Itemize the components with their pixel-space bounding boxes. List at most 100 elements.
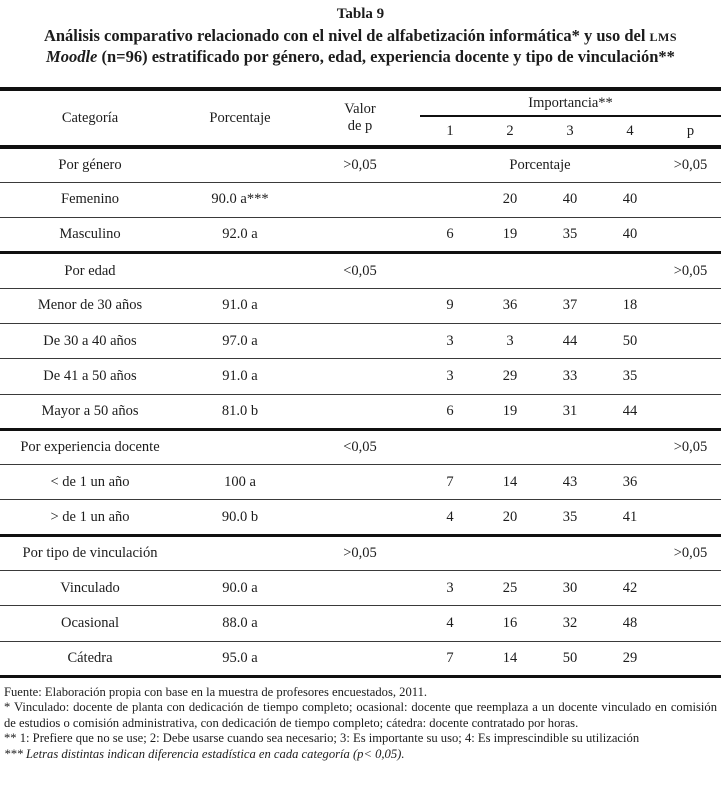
importancia-value-cell: 20: [480, 499, 540, 537]
importancia-value-cell: 3: [420, 358, 480, 395]
importancia-value-cell: 40: [540, 182, 600, 219]
valor-p-cell: [300, 358, 420, 395]
category-cell: Mayor a 50 años: [0, 394, 180, 431]
comparison-table: Categoría Porcentaje Valor de p Importan…: [0, 87, 721, 678]
header-importancia-2: 2: [480, 116, 540, 149]
header-importancia-p: p: [660, 116, 721, 149]
valor-p-cell: [300, 323, 420, 360]
section-row: Por edad <0,05 >0,05: [0, 252, 721, 289]
data-row: Menor de 30 años 91.0 a 9 36 37 18: [0, 288, 721, 324]
importancia-value-cell: 44: [540, 323, 600, 360]
importancia-value-cell: 40: [600, 217, 660, 255]
importancia-value-cell: [420, 535, 480, 572]
valor-p-cell: >0,05: [300, 147, 420, 183]
header-importancia-group: Importancia**: [420, 89, 721, 117]
header-importancia-3: 3: [540, 116, 600, 149]
porcentaje-cell: 90.0 a: [180, 570, 300, 607]
importancia-value-cell: [600, 252, 660, 289]
p-value-cell: [660, 464, 721, 501]
p-value-cell: >0,05: [660, 535, 721, 572]
table-title-line-2: Moodle (n=96) estratificado por género, …: [0, 47, 721, 66]
importancia-value-cell: 37: [540, 288, 600, 324]
title-block: Tabla 9 Análisis comparativo relacionado…: [0, 5, 721, 66]
importancia-value-cell: 35: [540, 217, 600, 255]
category-cell: Ocasional: [0, 605, 180, 642]
p-value-cell: >0,05: [660, 252, 721, 289]
moodle-italic: Moodle: [46, 47, 98, 66]
header-importancia-1: 1: [420, 116, 480, 149]
porcentaje-cell: [180, 147, 300, 183]
data-row: Cátedra 95.0 a 7 14 50 29: [0, 641, 721, 678]
p-value-cell: [660, 182, 721, 219]
data-row: > de 1 un año 90.0 b 4 20 35 41: [0, 499, 721, 537]
category-cell: Vinculado: [0, 570, 180, 607]
header-valor-p: Valor de p: [300, 89, 420, 149]
importancia-value-cell: [540, 535, 600, 572]
header-categoria: Categoría: [0, 89, 180, 149]
importancia-value-cell: 3: [420, 570, 480, 607]
importancia-value-cell: 19: [480, 217, 540, 255]
data-row: Vinculado 90.0 a 3 25 30 42: [0, 570, 721, 607]
category-cell: De 41 a 50 años: [0, 358, 180, 395]
importancia-value-cell: 20: [480, 182, 540, 219]
section-row: Por experiencia docente <0,05 >0,05: [0, 429, 721, 466]
table-header: Categoría Porcentaje Valor de p Importan…: [0, 89, 721, 149]
category-cell: Por género: [0, 147, 180, 183]
importancia-value-cell: 4: [420, 605, 480, 642]
importancia-value-cell: 35: [600, 358, 660, 395]
data-row: Mayor a 50 años 81.0 b 6 19 31 44: [0, 394, 721, 431]
importancia-span-cell: Porcentaje: [420, 147, 660, 183]
importancia-value-cell: 36: [600, 464, 660, 501]
valor-p-cell: <0,05: [300, 252, 420, 289]
source-note: Fuente: Elaboración propia con base en l…: [4, 684, 428, 699]
p-value-cell: [660, 358, 721, 395]
category-cell: Por edad: [0, 252, 180, 289]
category-cell: < de 1 un año: [0, 464, 180, 501]
importancia-value-cell: [540, 252, 600, 289]
importancia-value-cell: 40: [600, 182, 660, 219]
p-value-cell: [660, 394, 721, 431]
category-cell: Masculino: [0, 217, 180, 255]
footnote-importancia-scale: ** 1: Prefiere que no se use; 2: Debe us…: [4, 731, 640, 746]
porcentaje-cell: 88.0 a: [180, 605, 300, 642]
section-row: Por género >0,05 Porcentaje >0,05: [0, 147, 721, 183]
footnote-vinculado: * Vinculado: docente de planta con dedic…: [4, 700, 717, 730]
importancia-value-cell: [600, 535, 660, 572]
title-line-1-text: Análisis comparativo relacionado con el …: [43, 26, 650, 45]
porcentaje-cell: 81.0 b: [180, 394, 300, 431]
lms-acronym: LMS: [649, 30, 678, 44]
table-title-line-1: Análisis comparativo relacionado con el …: [0, 26, 721, 47]
importancia-value-cell: [480, 429, 540, 466]
valor-p-cell: [300, 217, 420, 255]
valor-p-cell: >0,05: [300, 535, 420, 572]
importancia-value-cell: 14: [480, 641, 540, 678]
valor-p-cell: [300, 182, 420, 219]
footer-notes: Fuente: Elaboración propia con base en l…: [0, 678, 721, 763]
category-cell: > de 1 un año: [0, 499, 180, 537]
valor-p-cell: [300, 499, 420, 537]
category-cell: Por experiencia docente: [0, 429, 180, 466]
porcentaje-cell: 90.0 a***: [180, 182, 300, 219]
header-row-top: Categoría Porcentaje Valor de p Importan…: [0, 89, 721, 149]
p-value-cell: >0,05: [660, 429, 721, 466]
importancia-value-cell: 18: [600, 288, 660, 324]
importancia-value-cell: 48: [600, 605, 660, 642]
porcentaje-cell: 91.0 a: [180, 288, 300, 324]
importancia-value-cell: 6: [420, 217, 480, 255]
importancia-value-cell: 4: [420, 499, 480, 537]
porcentaje-cell: 95.0 a: [180, 641, 300, 678]
importancia-value-cell: [420, 429, 480, 466]
importancia-value-cell: 41: [600, 499, 660, 537]
p-value-cell: [660, 323, 721, 360]
porcentaje-cell: 97.0 a: [180, 323, 300, 360]
porcentaje-cell: [180, 535, 300, 572]
importancia-value-cell: 32: [540, 605, 600, 642]
importancia-value-cell: [480, 535, 540, 572]
importancia-value-cell: 6: [420, 394, 480, 431]
importancia-value-cell: 42: [600, 570, 660, 607]
valor-p-cell: [300, 288, 420, 324]
data-row: De 30 a 40 años 97.0 a 3 3 44 50: [0, 323, 721, 360]
p-value-cell: [660, 605, 721, 642]
valor-p-cell: [300, 605, 420, 642]
valor-p-cell: [300, 464, 420, 501]
